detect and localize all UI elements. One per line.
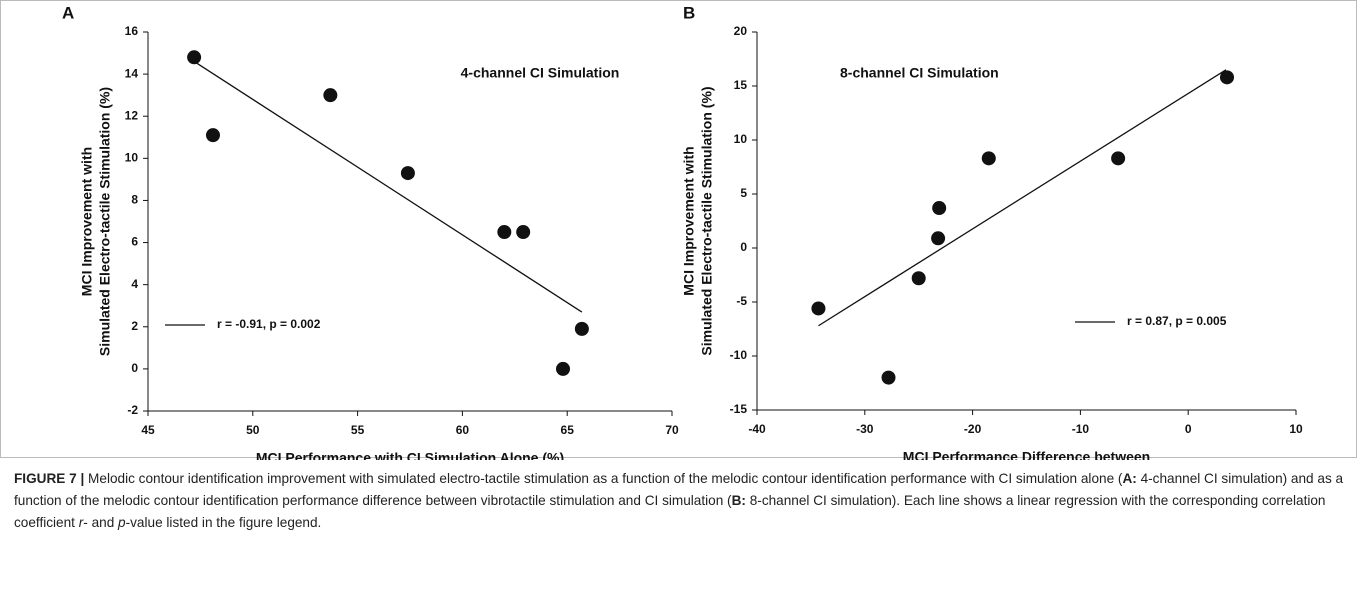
point <box>981 151 996 166</box>
legend-label: r = -0.91, p = 0.002 <box>217 317 321 331</box>
point <box>187 50 202 65</box>
caption-text: -value listed in the figure legend. <box>125 515 322 530</box>
y-tick-label: 8 <box>131 193 138 207</box>
panel-label: A <box>62 3 74 22</box>
x-axis-title: MCI Performance with CI Simulation Alone… <box>256 450 564 460</box>
x-tick-label: 65 <box>561 423 575 437</box>
point <box>556 361 571 376</box>
caption-text: Melodic contour identification improveme… <box>84 471 1123 486</box>
point <box>516 225 531 240</box>
point <box>323 88 338 103</box>
x-tick-label: -10 <box>1072 422 1090 436</box>
x-tick-label: -30 <box>856 422 874 436</box>
annotation: 8-channel CI Simulation <box>840 65 999 81</box>
point <box>881 370 896 385</box>
caption-text: r <box>78 515 84 530</box>
y-axis-title: Simulated Electro-tactile Stimulation (%… <box>97 87 113 356</box>
y-tick-label: 15 <box>734 78 748 92</box>
point <box>1111 151 1126 166</box>
y-tick-label: 5 <box>740 186 747 200</box>
point <box>1220 70 1235 85</box>
x-tick-label: 70 <box>665 423 679 437</box>
x-tick-label: 55 <box>351 423 365 437</box>
regression-line <box>818 69 1227 327</box>
y-tick-label: 12 <box>125 108 139 122</box>
point <box>911 271 926 286</box>
caption-text: B: <box>731 493 746 508</box>
caption-label: FIGURE 7 | <box>14 471 85 486</box>
y-tick-label: 20 <box>734 24 748 38</box>
point <box>931 231 946 246</box>
point <box>932 201 947 216</box>
y-tick-label: 16 <box>125 24 139 38</box>
annotation: 4-channel CI Simulation <box>461 65 620 81</box>
y-tick-label: -2 <box>127 403 138 417</box>
y-tick-label: 6 <box>131 235 138 249</box>
y-tick-label: 10 <box>125 151 139 165</box>
y-tick-label: 10 <box>734 132 748 146</box>
panel-label: B <box>683 3 695 22</box>
caption-text: 4-channel CI simulation) and as a functi… <box>14 471 1344 508</box>
point <box>574 321 589 336</box>
y-tick-label: 2 <box>131 319 138 333</box>
legend-label: r = 0.87, p = 0.005 <box>1127 314 1227 328</box>
y-tick-label: 4 <box>131 277 138 291</box>
x-tick-label: 45 <box>141 423 155 437</box>
point <box>811 301 826 316</box>
y-axis-title: MCI Improvement with <box>79 147 95 296</box>
x-tick-label: -20 <box>964 422 982 436</box>
y-tick-label: -10 <box>730 348 748 362</box>
x-tick-label: 10 <box>1289 422 1303 436</box>
y-tick-label: 0 <box>740 240 747 254</box>
x-tick-label: 0 <box>1185 422 1192 436</box>
point <box>400 166 415 181</box>
caption-text: A: <box>1122 471 1137 486</box>
x-tick-label: 60 <box>456 423 470 437</box>
point <box>205 128 220 143</box>
caption-text: p <box>118 515 126 530</box>
caption-text: - and <box>83 515 119 530</box>
y-axis-title: Simulated Electro-tactile Stimulation (%… <box>699 86 715 355</box>
figure-frame <box>0 0 1357 458</box>
x-tick-label: -40 <box>748 422 766 436</box>
caption-text: 8-channel CI simulation). Each line show… <box>14 493 1326 530</box>
y-tick-label: -15 <box>730 402 748 416</box>
x-axis-title: MCI Performance Difference between <box>903 449 1150 460</box>
y-tick-label: -5 <box>736 294 747 308</box>
point <box>497 225 512 240</box>
regression-line <box>193 60 583 313</box>
x-tick-label: 50 <box>246 423 260 437</box>
y-tick-label: 0 <box>131 361 138 375</box>
y-tick-label: 14 <box>125 66 139 80</box>
y-axis-title: MCI Improvement with <box>681 146 697 295</box>
caption: FIGURE 7 | Melodic contour identificatio… <box>14 468 1344 534</box>
